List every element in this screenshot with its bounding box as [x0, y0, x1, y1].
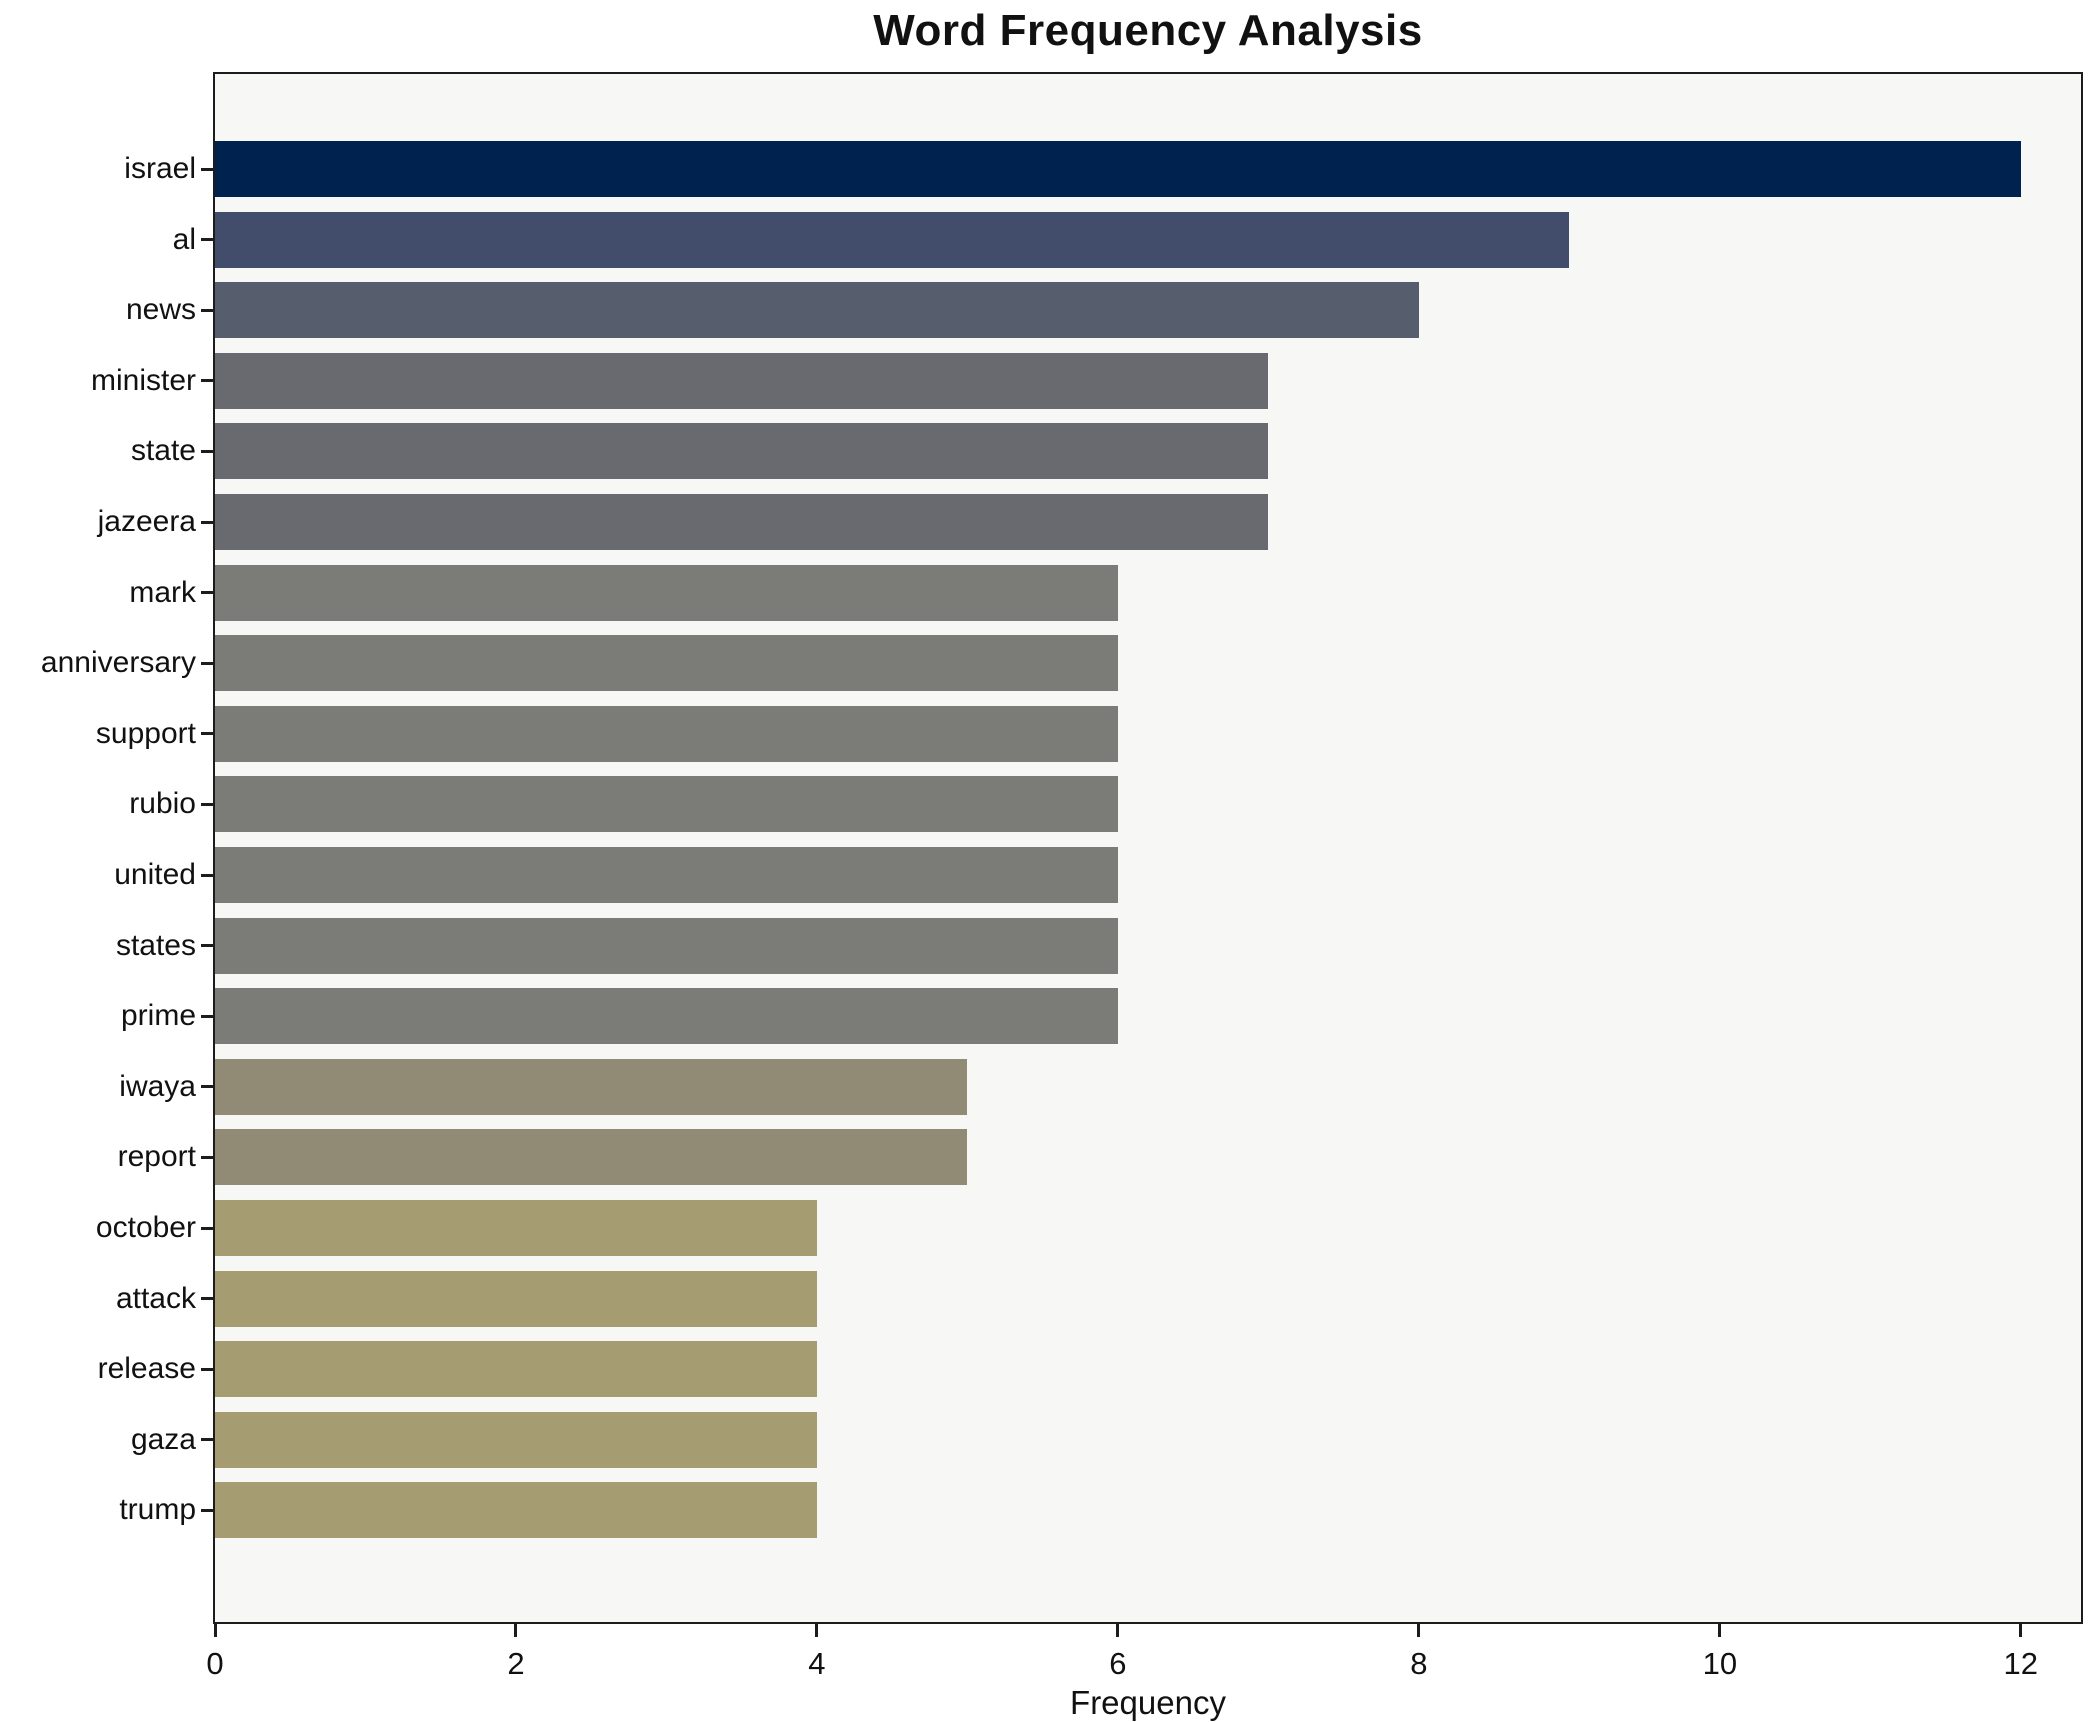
y-tick-mark	[201, 379, 213, 383]
y-tick-mark	[201, 873, 213, 877]
y-tick-label: prime	[120, 999, 196, 1033]
y-tick-mark	[201, 1155, 213, 1159]
x-tick-label: 12	[2003, 1646, 2039, 1681]
y-tick-label: israel	[124, 152, 196, 185]
y-tick-mark	[201, 238, 213, 242]
bar-report	[215, 1129, 968, 1186]
x-tick-mark	[1718, 1624, 1722, 1637]
bar-news	[215, 282, 1419, 339]
x-tick-label: 2	[507, 1646, 525, 1681]
y-tick-mark	[201, 1014, 213, 1018]
bar-gaza	[215, 1411, 817, 1468]
y-tick-mark	[201, 661, 213, 665]
y-tick-label: united	[114, 858, 196, 891]
y-tick-label: anniversary	[40, 646, 196, 680]
y-tick-mark	[201, 167, 213, 171]
y-tick-label: news	[125, 293, 196, 327]
y-tick-label: support	[95, 716, 196, 750]
y-tick-label: gaza	[130, 1422, 196, 1456]
y-tick-label: mark	[129, 575, 196, 609]
bar-anniversary	[215, 635, 1118, 692]
y-tick-mark	[201, 802, 213, 806]
y-tick-mark	[201, 308, 213, 312]
bar-release	[215, 1341, 817, 1398]
bar-trump	[215, 1482, 817, 1539]
bar-rubio	[215, 776, 1118, 833]
bar-attack	[215, 1270, 817, 1327]
y-tick-mark	[201, 1438, 213, 1442]
x-tick-mark	[514, 1624, 518, 1637]
y-tick-mark	[201, 449, 213, 453]
bar-united	[215, 847, 1118, 903]
y-tick-mark	[201, 732, 213, 736]
bar-mark	[215, 564, 1118, 621]
x-tick-label: 10	[1702, 1646, 1738, 1681]
bar-minister	[215, 352, 1269, 409]
y-tick-mark	[201, 944, 213, 948]
y-tick-label: al	[172, 222, 196, 256]
bar-state	[215, 423, 1269, 480]
y-tick-label: report	[117, 1140, 196, 1174]
x-tick-mark	[1116, 1624, 1120, 1637]
y-tick-label: rubio	[129, 787, 196, 821]
plot-area	[213, 72, 2083, 1624]
y-tick-label: iwaya	[119, 1069, 196, 1103]
y-tick-label: october	[95, 1211, 196, 1244]
y-tick-mark	[201, 591, 213, 595]
y-tick-mark	[201, 1367, 213, 1371]
bar-states	[215, 917, 1118, 974]
bar-iwaya	[215, 1058, 968, 1115]
chart-title: Word Frequency Analysis	[873, 6, 1423, 55]
bar-israel	[215, 141, 2021, 197]
x-tick-mark	[2019, 1624, 2023, 1637]
x-tick-mark	[1417, 1624, 1421, 1637]
y-tick-mark	[201, 1508, 213, 1512]
bar-october	[215, 1200, 817, 1256]
y-tick-label: release	[97, 1352, 196, 1386]
x-tick-label: 6	[1109, 1646, 1127, 1681]
y-tick-mark	[201, 520, 213, 524]
x-axis-title: Frequency	[1070, 1684, 1226, 1721]
x-tick-label: 8	[1410, 1646, 1428, 1681]
x-tick-label: 0	[206, 1646, 224, 1681]
bar-al	[215, 211, 1570, 268]
y-tick-mark	[201, 1297, 213, 1301]
y-tick-mark	[201, 1226, 213, 1230]
x-tick-mark	[213, 1624, 217, 1637]
bar-support	[215, 705, 1118, 762]
y-tick-mark	[201, 1085, 213, 1089]
x-tick-label: 4	[808, 1646, 826, 1681]
y-tick-label: states	[115, 928, 196, 962]
y-tick-label: jazeera	[97, 505, 196, 538]
y-tick-label: attack	[115, 1281, 196, 1315]
y-tick-label: state	[130, 434, 196, 468]
bar-jazeera	[215, 494, 1269, 550]
y-tick-label: minister	[90, 363, 196, 397]
y-tick-label: trump	[119, 1493, 196, 1527]
x-tick-mark	[815, 1624, 819, 1637]
bar-prime	[215, 988, 1118, 1045]
